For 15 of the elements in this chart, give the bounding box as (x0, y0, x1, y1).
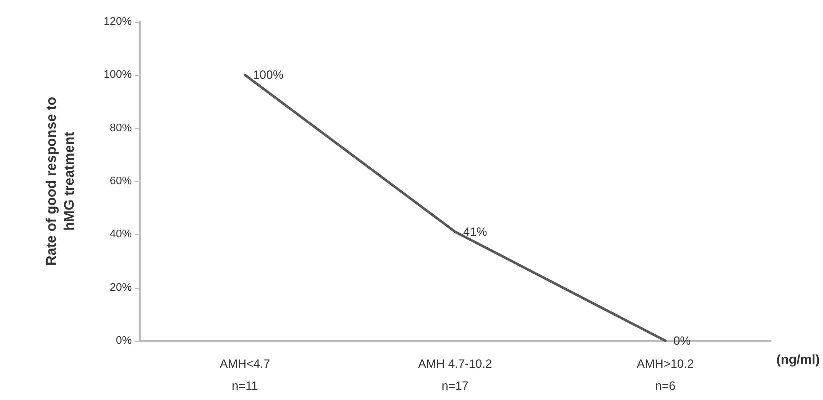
data-label: 100% (253, 68, 284, 82)
y-axis-title: Rate of good response to hMG treatment (43, 97, 77, 266)
y-tick-label: 80% (110, 122, 132, 134)
x-axis-title: (ng/ml) (776, 352, 820, 367)
x-tick-label: AMH<4.7 n=11 (220, 357, 271, 393)
y-tick-label: 120% (104, 16, 132, 28)
data-label: 0% (674, 334, 692, 348)
y-tick-label: 0% (116, 335, 132, 347)
y-tick-label: 100% (104, 69, 132, 82)
x-tick-label: AMH>10.2 n=6 (637, 357, 694, 393)
y-tick-label: 60% (110, 176, 132, 188)
x-tick-label: AMH 4.7-10.2 n=17 (418, 357, 493, 393)
data-label: 41% (463, 225, 488, 240)
y-tick-label: 20% (110, 282, 132, 294)
y-tick-label: 40% (110, 228, 132, 241)
